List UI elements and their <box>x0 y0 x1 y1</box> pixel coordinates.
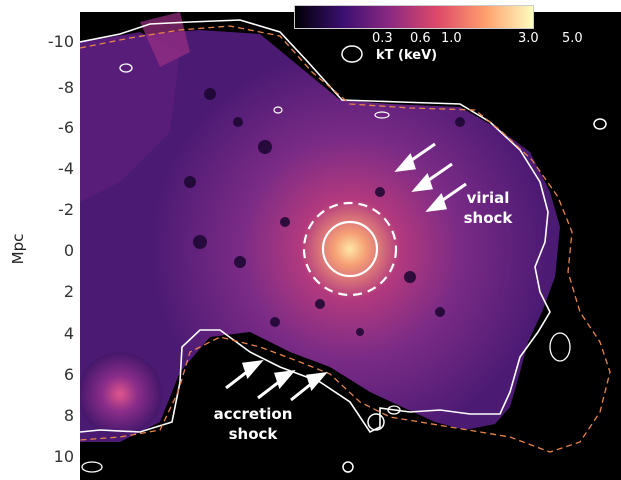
outer-dashed-circle <box>302 201 398 297</box>
y-tick-label: -10 <box>47 32 74 51</box>
colorbar-tick: 0.3 <box>372 31 393 46</box>
y-tick-label: 10 <box>53 447 74 466</box>
y-tick-label: 4 <box>63 324 74 343</box>
virial-label-line2: shock <box>463 209 513 227</box>
secondary-halo <box>80 352 162 436</box>
dashed-contour <box>80 25 611 453</box>
y-tick-label: -6 <box>58 118 74 137</box>
virial-label-line1: virial <box>466 189 510 207</box>
accretion-shock-arrows <box>225 360 328 402</box>
colorbar-tick: 0.6 <box>410 31 431 46</box>
temperature-map <box>80 12 621 480</box>
y-tick-label: -4 <box>58 159 74 178</box>
y-tick-label: 6 <box>63 365 74 384</box>
y-tick-label: 0 <box>63 241 74 260</box>
colorbar <box>294 5 534 29</box>
y-tick-label: 2 <box>63 282 74 301</box>
inner-solid-circle <box>321 220 379 278</box>
colorbar-tick: 3.0 <box>518 31 539 46</box>
y-tick-label: 8 <box>63 406 74 425</box>
virial-shock-label: virial shock <box>448 188 528 228</box>
y-axis: -10 -8 -6 -4 -2 0 2 4 6 8 10 Mpc <box>0 0 80 480</box>
colorbar-title: kT (keV) <box>376 48 438 63</box>
solid-contour <box>80 19 551 434</box>
accretion-shock-label: accretion shock <box>198 404 308 444</box>
hot-gas-region <box>80 30 560 442</box>
colorbar-tick: 5.0 <box>562 31 583 46</box>
map-graphic <box>80 12 611 473</box>
y-tick-label: -2 <box>58 200 74 219</box>
accretion-label-line1: accretion <box>213 405 293 423</box>
y-tick-label: -8 <box>58 78 74 97</box>
colorbar-tick: 1.0 <box>441 31 462 46</box>
accretion-label-line2: shock <box>228 425 278 443</box>
y-axis-title: Mpc <box>9 233 27 265</box>
virial-shock-arrows <box>394 142 467 212</box>
